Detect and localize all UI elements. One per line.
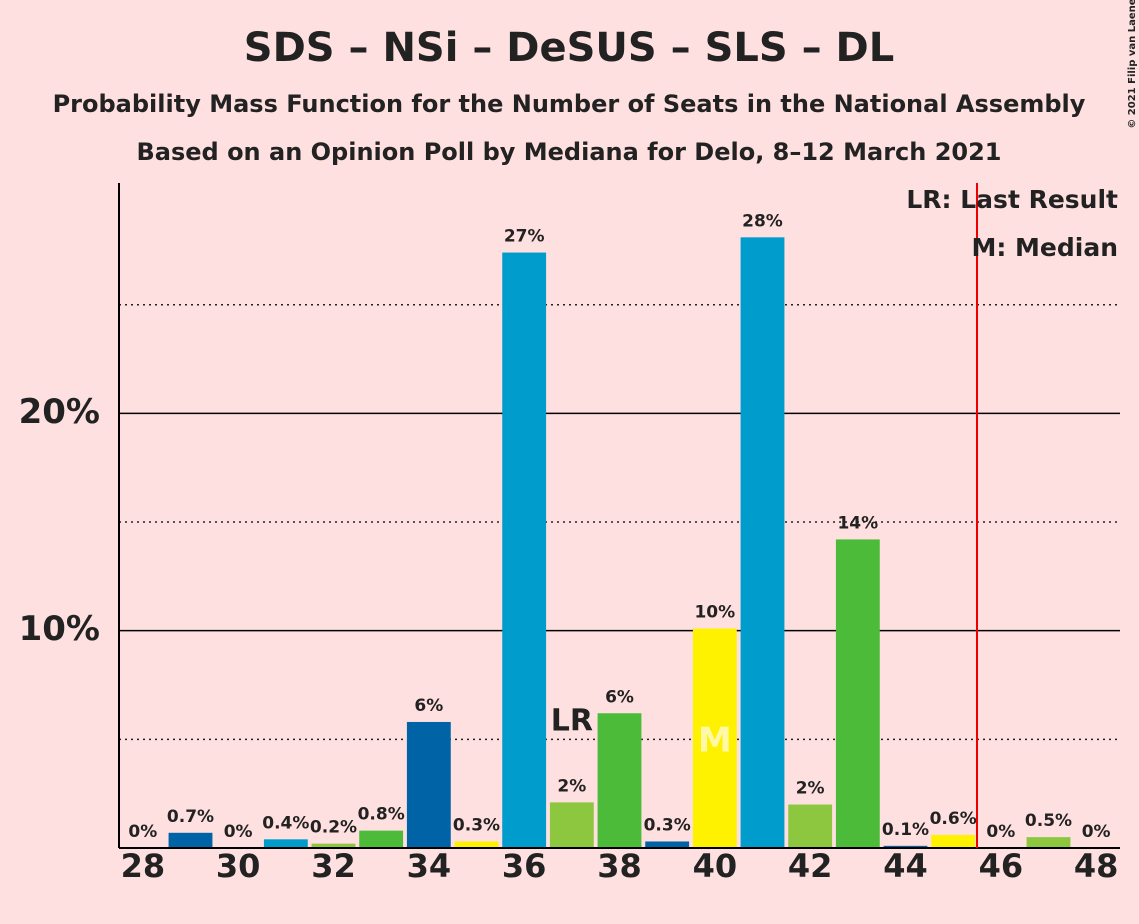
- x-tick-label: 28: [121, 847, 166, 885]
- bar: [931, 834, 976, 848]
- chart-title: SDS – NSi – DeSUS – SLS – DL: [244, 25, 894, 71]
- value-label: 0.5%: [1025, 811, 1072, 831]
- x-tick-label: 30: [216, 847, 261, 885]
- x-tick-label: 42: [788, 847, 833, 885]
- x-tick-label: 32: [311, 847, 356, 885]
- bar: [740, 237, 785, 848]
- bar: [263, 839, 308, 848]
- value-label: 0.8%: [358, 805, 405, 825]
- bar: [1026, 837, 1071, 848]
- bar: [835, 539, 880, 848]
- bar: [883, 845, 928, 848]
- median-label: M: [698, 721, 732, 761]
- value-label: 0.4%: [262, 813, 309, 833]
- value-label: 6%: [414, 696, 443, 716]
- bar: [692, 628, 737, 848]
- x-tick-label: 48: [1074, 847, 1119, 885]
- bar: [454, 841, 499, 848]
- x-tick-label: 38: [597, 847, 642, 885]
- chart-source: Based on an Opinion Poll by Mediana for …: [136, 138, 1001, 166]
- value-label: 28%: [742, 211, 783, 231]
- bar: [168, 832, 213, 848]
- value-label: 2%: [557, 776, 586, 796]
- value-label: 0.3%: [453, 815, 500, 835]
- value-label: 0.7%: [167, 807, 214, 827]
- value-label: 0.1%: [882, 820, 929, 840]
- y-tick-label: 10%: [19, 609, 100, 649]
- value-label: 0%: [224, 822, 253, 842]
- legend-entry: M: Median: [971, 233, 1118, 262]
- bar: [645, 841, 690, 848]
- x-tick-label: 36: [502, 847, 547, 885]
- value-label: 0%: [986, 822, 1015, 842]
- value-label: 2%: [796, 779, 825, 799]
- bar: [597, 713, 642, 848]
- copyright: © 2021 Filip van Laenen: [1127, 0, 1138, 129]
- x-tick-label: 44: [883, 847, 928, 885]
- value-label: 0.6%: [930, 809, 977, 829]
- value-label: 0%: [128, 822, 157, 842]
- legend-entry: LR: Last Result: [906, 185, 1118, 214]
- x-tick-label: 34: [407, 847, 452, 885]
- value-label: 27%: [504, 227, 545, 247]
- x-tick-label: 46: [979, 847, 1024, 885]
- x-tick-label: 40: [693, 847, 738, 885]
- bar: [502, 252, 547, 848]
- value-label: 14%: [837, 513, 878, 533]
- y-tick-label: 20%: [19, 392, 100, 432]
- bar: [406, 721, 451, 848]
- bar: [549, 802, 594, 848]
- value-label: 6%: [605, 687, 634, 707]
- chart-subtitle: Probability Mass Function for the Number…: [53, 90, 1086, 118]
- bar: [788, 804, 833, 848]
- last-result-label: LR: [551, 704, 593, 739]
- bar: [311, 843, 356, 848]
- value-label: 10%: [694, 603, 735, 623]
- value-label: 0%: [1082, 822, 1111, 842]
- value-label: 0.2%: [310, 818, 357, 838]
- bar: [359, 830, 404, 848]
- value-label: 0.3%: [644, 815, 691, 835]
